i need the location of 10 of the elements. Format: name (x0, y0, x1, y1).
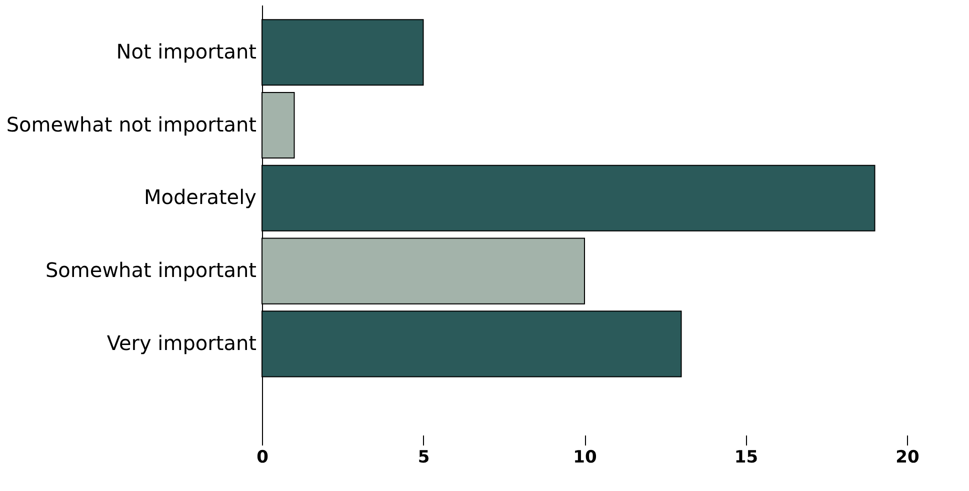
x-tick-label: 20 (896, 448, 920, 468)
y-tick-label: Somewhat not important (6, 112, 257, 136)
x-tick-label: 10 (573, 448, 597, 468)
y-tick-label: Not important (116, 39, 257, 64)
x-tick-label: 5 (418, 448, 430, 468)
x-tick-label: 15 (734, 448, 758, 468)
x-tick-label: 0 (256, 448, 269, 468)
y-tick-label: Very important (106, 330, 257, 355)
y-tick-label: Moderately (144, 185, 257, 210)
y-tick-label: Somewhat important (45, 258, 257, 282)
